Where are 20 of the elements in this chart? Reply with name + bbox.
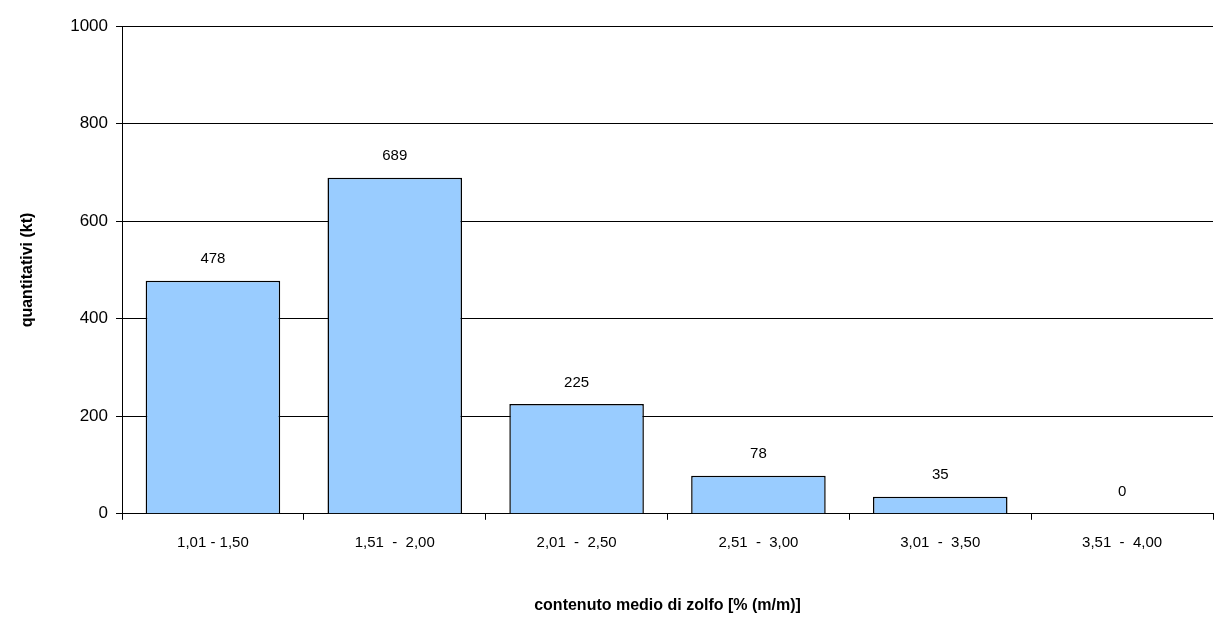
x-tick-label: 2,51 - 3,00 bbox=[718, 532, 799, 550]
data-label: 478 bbox=[200, 249, 226, 267]
y-tick-label: 200 bbox=[79, 405, 109, 425]
y-tick-label: 0 bbox=[98, 503, 109, 523]
x-tick-label: 1,01 - 1,50 bbox=[177, 532, 249, 550]
x-tick-label: 3,51 - 4,00 bbox=[1082, 532, 1163, 550]
x-tick-label: 2,01 - 2,50 bbox=[536, 532, 617, 550]
data-label: 0 bbox=[1117, 482, 1127, 500]
x-axis-title: contenuto medio di zolfo [% (m/m)] bbox=[534, 595, 801, 613]
data-label: 78 bbox=[750, 444, 767, 462]
data-label: 225 bbox=[564, 372, 590, 390]
x-tick-label: 1,51 - 2,00 bbox=[354, 532, 435, 550]
x-tick-label: 3,01 - 3,50 bbox=[900, 532, 981, 550]
data-label: 35 bbox=[931, 465, 949, 483]
y-tick-label: 400 bbox=[79, 308, 109, 328]
y-tick-label: 1000 bbox=[70, 15, 109, 35]
y-axis-title: quantitativi (kt) bbox=[18, 212, 36, 328]
y-tick-label: 800 bbox=[79, 113, 109, 133]
data-label: 689 bbox=[382, 146, 408, 164]
y-tick-label: 600 bbox=[79, 210, 109, 230]
